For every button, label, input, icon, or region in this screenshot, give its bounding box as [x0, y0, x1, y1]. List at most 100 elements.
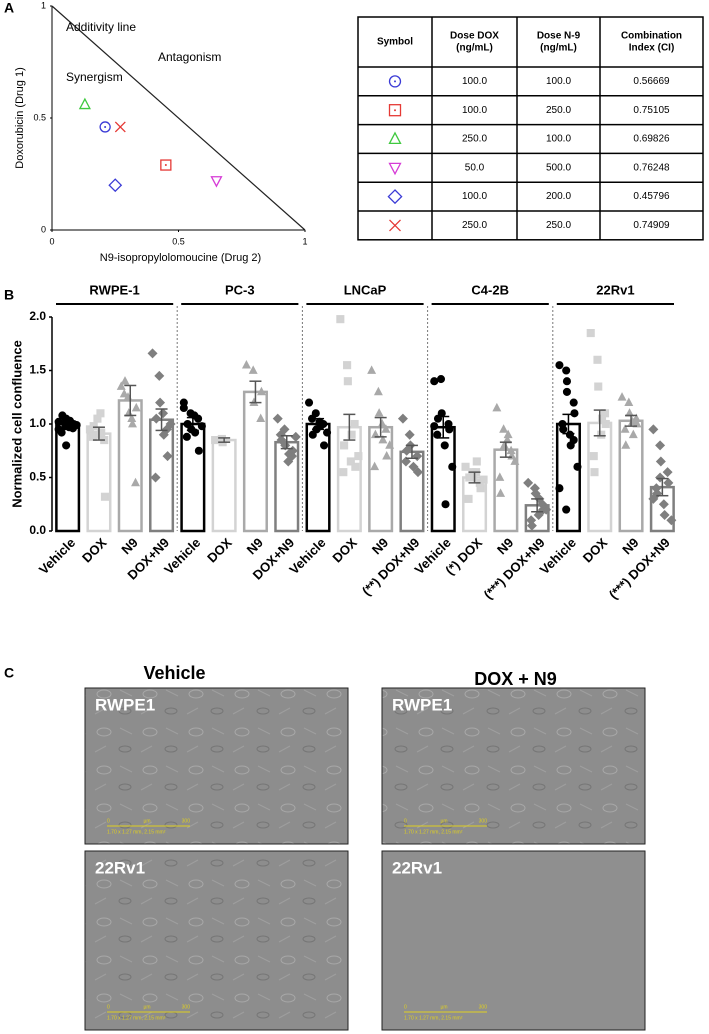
- data-point: [652, 488, 663, 499]
- data-point: [147, 348, 158, 359]
- column-title: DOX + N9: [474, 669, 557, 689]
- table-symbol: [389, 219, 401, 232]
- data-point: [526, 520, 537, 531]
- micrograph-label: 22Rv1: [392, 858, 442, 877]
- data-point: [503, 429, 513, 439]
- data-point: [354, 452, 363, 461]
- data-point: [655, 472, 666, 483]
- table-symbol: [388, 75, 402, 88]
- data-point: [436, 375, 446, 384]
- data-point: [562, 387, 571, 396]
- data-point: [663, 477, 674, 488]
- micrograph: [84, 687, 349, 845]
- data-point: [131, 477, 140, 487]
- data-point: [593, 355, 602, 364]
- data-point: [54, 425, 63, 434]
- data-point: [72, 421, 81, 430]
- group-label: RWPE-1: [89, 282, 139, 297]
- scale-unit: µm: [440, 818, 447, 824]
- scale-unit: µm: [440, 1004, 447, 1010]
- annotation: Antagonism: [158, 50, 221, 64]
- data-point: [617, 392, 627, 401]
- scatter-point: [108, 178, 123, 193]
- x-axis-label: N9-isopropylolomoucine (Drug 2): [100, 252, 261, 264]
- bar: [587, 421, 613, 533]
- data-point: [116, 381, 126, 390]
- data-point: [555, 361, 564, 370]
- data-point: [569, 398, 578, 407]
- data-point: [381, 424, 391, 433]
- data-point: [570, 409, 579, 418]
- y-axis-label: Normalized cell confluence: [9, 340, 24, 508]
- data-point: [401, 445, 412, 456]
- panel-label: A: [4, 0, 14, 16]
- table-cell: 50.0: [465, 162, 485, 173]
- scale-start: 0: [107, 1004, 110, 1010]
- x-tick-label: N9: [619, 535, 641, 557]
- data-point: [151, 413, 162, 424]
- scale-start: 0: [404, 1004, 407, 1010]
- table-cell: 0.74909: [633, 220, 670, 231]
- data-point: [367, 365, 377, 374]
- data-point: [128, 418, 137, 428]
- data-point: [662, 467, 673, 478]
- scatter-point: [78, 97, 91, 110]
- data-point: [628, 429, 638, 439]
- data-point: [279, 424, 290, 435]
- data-point: [404, 429, 415, 440]
- data-point: [378, 434, 388, 444]
- scale-end: 300: [182, 1004, 191, 1010]
- data-point: [211, 435, 220, 445]
- data-point: [479, 475, 488, 484]
- data-point: [248, 365, 258, 374]
- data-point: [430, 377, 439, 386]
- data-point: [62, 441, 71, 450]
- scale-caption: 1.70 x 1.27 mm, 2.15 mm²: [107, 1015, 166, 1021]
- data-point: [472, 457, 481, 466]
- table-cell: 0.69826: [633, 134, 670, 145]
- group-label: C4-2B: [471, 282, 509, 297]
- data-point: [586, 328, 595, 338]
- data-point: [385, 440, 395, 449]
- data-point: [621, 440, 631, 449]
- data-point: [374, 408, 384, 417]
- scale-end: 300: [182, 818, 191, 824]
- data-point: [283, 456, 294, 467]
- marker-dot: [394, 80, 396, 83]
- data-point: [465, 473, 474, 482]
- data-point: [120, 376, 130, 385]
- data-point: [194, 446, 203, 455]
- data-point: [131, 402, 141, 412]
- bar: [242, 390, 268, 533]
- y-tick-label: 0.5: [29, 470, 46, 484]
- data-point: [589, 452, 598, 461]
- bar: [305, 422, 331, 533]
- data-point: [448, 462, 457, 471]
- data-point: [562, 505, 571, 514]
- data-point: [343, 377, 352, 386]
- panel-label: C: [4, 665, 14, 681]
- micrograph-label: RWPE1: [95, 695, 155, 714]
- x-tick-label: 1: [302, 236, 307, 246]
- table-symbol: [387, 189, 403, 205]
- table-symbol: [388, 131, 402, 145]
- data-point: [100, 492, 110, 501]
- bar: [211, 438, 237, 533]
- scale-unit: µm: [143, 818, 150, 824]
- data-point: [336, 315, 345, 324]
- data-point: [590, 468, 599, 477]
- table-cell: 250.0: [546, 220, 571, 231]
- y-axis-label: Doxorubicin (Drug 1): [14, 67, 26, 168]
- data-point: [382, 450, 392, 460]
- data-point: [197, 422, 206, 431]
- table-cell: 500.0: [546, 162, 571, 173]
- x-tick-label: N9: [244, 535, 266, 557]
- data-point: [343, 361, 352, 370]
- table-cell: 250.0: [546, 105, 571, 116]
- data-point: [304, 398, 314, 407]
- data-point: [440, 441, 449, 450]
- data-point: [346, 457, 355, 466]
- x-tick-label: DOX: [580, 535, 611, 566]
- data-point: [340, 441, 349, 450]
